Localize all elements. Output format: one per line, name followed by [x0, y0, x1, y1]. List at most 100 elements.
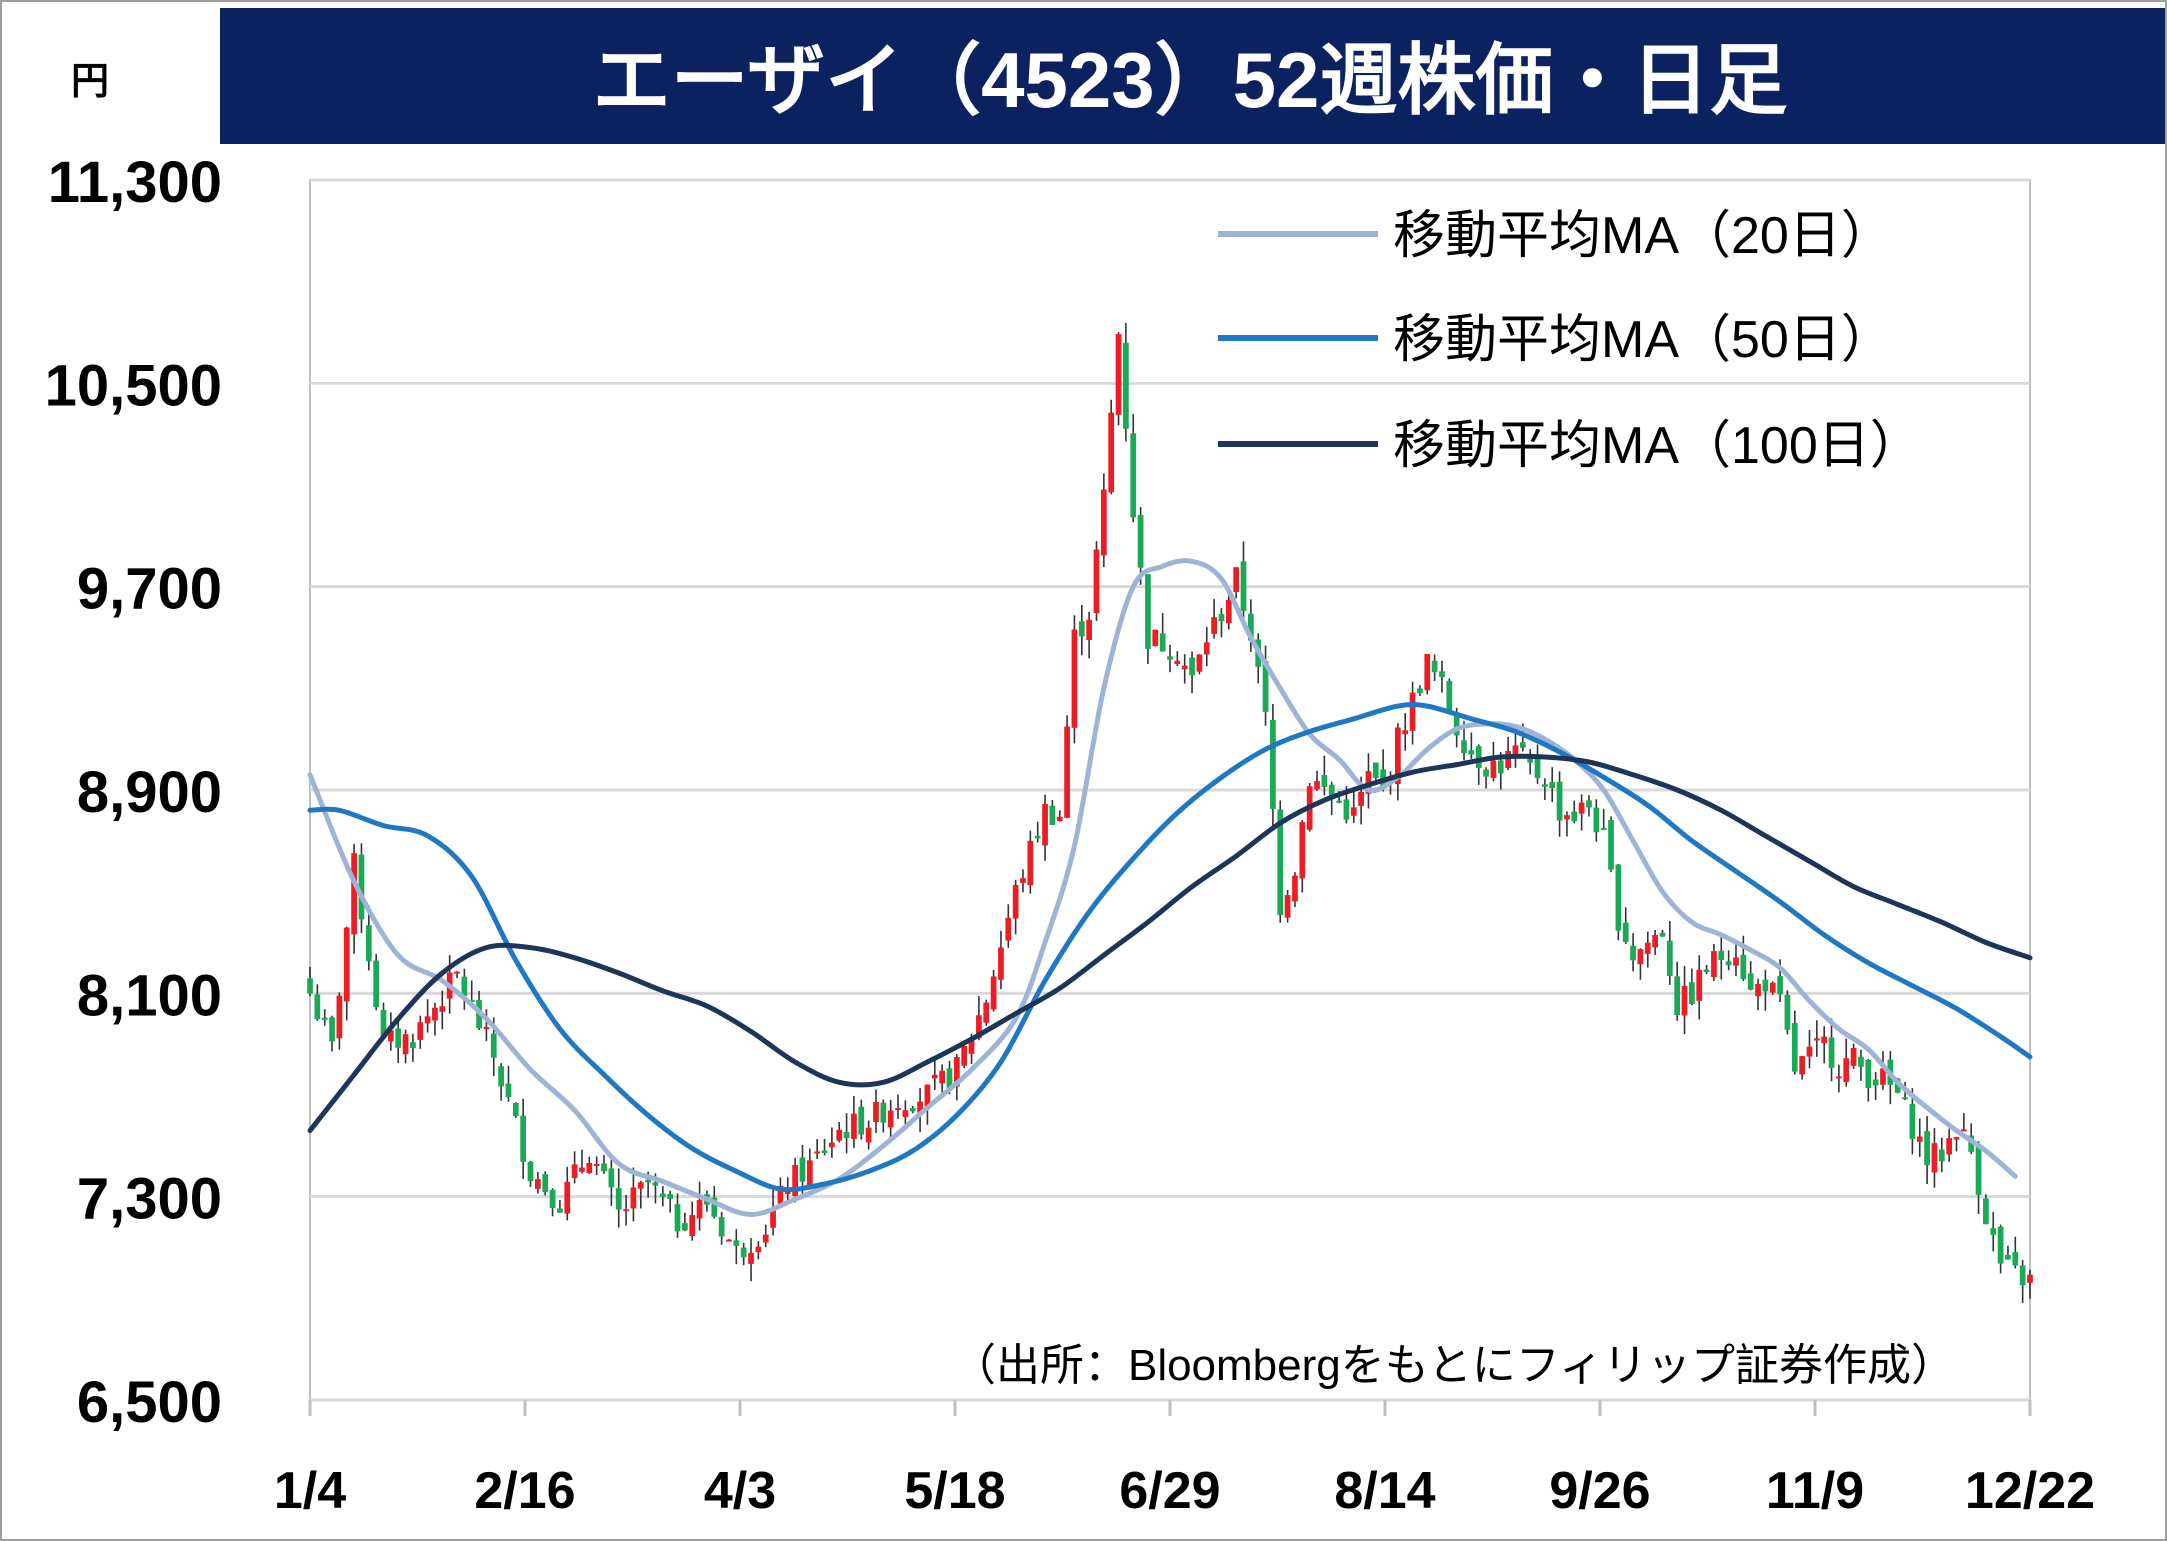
candle-body-down	[843, 1131, 850, 1139]
candle-body-down	[1123, 342, 1129, 429]
candle-body-down	[1990, 1228, 1997, 1235]
legend: 移動平均MA（20日） 移動平均MA（50日） 移動平均MA（100日）	[1218, 207, 1922, 475]
candle-body-up	[564, 1181, 571, 1214]
candle-body-up	[387, 1030, 394, 1042]
candle-body-down	[1622, 922, 1629, 942]
candle-body-down	[674, 1204, 681, 1232]
candle-body-down	[1600, 828, 1607, 831]
candle-body-up	[998, 947, 1004, 980]
candle-body-up	[755, 1246, 762, 1253]
candle-body-up	[953, 1057, 960, 1087]
candle-body-up	[1733, 957, 1739, 966]
candle-body-down	[1703, 969, 1710, 973]
source-note: （出所：Bloombergをもとにフィリップ証券作成）	[952, 1341, 1955, 1390]
candle-body-down	[1078, 621, 1085, 637]
candle-body-down	[718, 1217, 725, 1237]
candle-body-up	[1012, 884, 1019, 919]
candle-body-up	[1578, 802, 1585, 814]
candle-body-down	[1262, 660, 1269, 712]
candle-body-up	[1314, 781, 1320, 790]
candle-body-down	[608, 1168, 615, 1188]
candle-body-down	[468, 999, 475, 1002]
candle-body-down	[373, 960, 380, 1008]
candle-body-down	[1689, 982, 1695, 1005]
candle-body-down	[1791, 1023, 1798, 1072]
candle-body-up	[1953, 1137, 1960, 1140]
candle-body-up	[689, 1215, 696, 1236]
candle-body-up	[1711, 951, 1717, 978]
candle-body-up	[1152, 629, 1159, 647]
candle-body-up	[1799, 1056, 1806, 1075]
candle-body-up	[424, 1016, 431, 1024]
y-tick-label: 7,300	[77, 1167, 222, 1232]
candle-body-up	[432, 1007, 438, 1021]
candle-body-up	[1225, 600, 1232, 624]
candle-body-down	[1865, 1059, 1872, 1089]
candle-body-down	[711, 1197, 718, 1217]
candle-body-down	[2005, 1255, 2011, 1260]
candle-body-up	[1652, 934, 1658, 948]
grid-lines	[309, 178, 2031, 1402]
candle-body-down	[1034, 835, 1041, 839]
x-tick-label: 6/29	[1119, 1462, 1220, 1520]
candle-body-down	[365, 925, 372, 962]
candle-body-up	[1093, 549, 1100, 614]
candle-body-up	[579, 1167, 585, 1172]
candle-body-down	[1218, 614, 1225, 622]
y-unit-label: 円	[71, 61, 109, 103]
candle-body-down	[2012, 1252, 2019, 1266]
candle-body-down	[1328, 784, 1335, 797]
candle-body-up	[1292, 875, 1298, 902]
candle-body-down	[1725, 961, 1732, 966]
candle-body-down	[880, 1102, 887, 1123]
candle-body-down	[1747, 973, 1754, 990]
x-tick-label: 11/9	[1766, 1462, 1864, 1520]
candle-body-up	[1769, 982, 1776, 993]
y-tick-label: 6,500	[77, 1370, 222, 1435]
candle-body-down	[1718, 950, 1725, 960]
candle-body-up	[351, 853, 357, 935]
candle-body-down	[1938, 1149, 1945, 1162]
candle-body-up	[1005, 917, 1012, 941]
candle-body-up	[1284, 895, 1291, 918]
candle-body-down	[1556, 781, 1563, 821]
candle-body-up	[748, 1252, 754, 1264]
candle-body-up	[439, 1006, 446, 1012]
candle-body-up	[1174, 660, 1181, 665]
candle-body-up	[1681, 986, 1688, 1016]
candle-body-up	[1946, 1138, 1953, 1155]
candle-body-down	[1534, 756, 1541, 778]
candle-body-down	[1997, 1226, 2004, 1264]
candle-body-down	[1270, 719, 1276, 809]
candle-body-down	[549, 1189, 556, 1209]
candle-body-down	[1615, 864, 1622, 931]
candle-body-up	[454, 971, 460, 974]
y-tick-label: 8,900	[77, 760, 222, 825]
candle-body-down	[1189, 657, 1195, 676]
x-tick-label: 8/14	[1334, 1462, 1435, 1520]
candle-body-down	[667, 1193, 674, 1199]
candle-body-down	[314, 994, 321, 1020]
candle-body-down	[645, 1179, 651, 1183]
candle-body-down	[1983, 1198, 1989, 1225]
candle-body-up	[836, 1129, 843, 1141]
ma100-line	[307, 753, 2033, 1134]
candle-body-down	[1049, 805, 1056, 825]
candle-body-down	[1167, 656, 1173, 660]
candle-body-down	[1417, 688, 1423, 694]
candle-body-up	[1806, 1046, 1813, 1057]
candle-body-up	[902, 1110, 909, 1117]
candle-body-up	[792, 1165, 798, 1197]
candle-body-up	[1402, 730, 1409, 735]
candle-body-down	[395, 1028, 402, 1048]
candle-body-down	[527, 1161, 534, 1182]
candle-body-up	[961, 1045, 968, 1066]
candle-body-down	[1130, 433, 1137, 518]
candle-body-down	[1343, 799, 1350, 820]
candle-body-up	[777, 1185, 784, 1204]
candle-body-up	[895, 1108, 901, 1111]
candle-body-down	[512, 1102, 519, 1117]
candle-body-down	[799, 1157, 806, 1182]
candle-body-down	[1659, 932, 1666, 937]
candle-body-down	[1336, 800, 1342, 803]
